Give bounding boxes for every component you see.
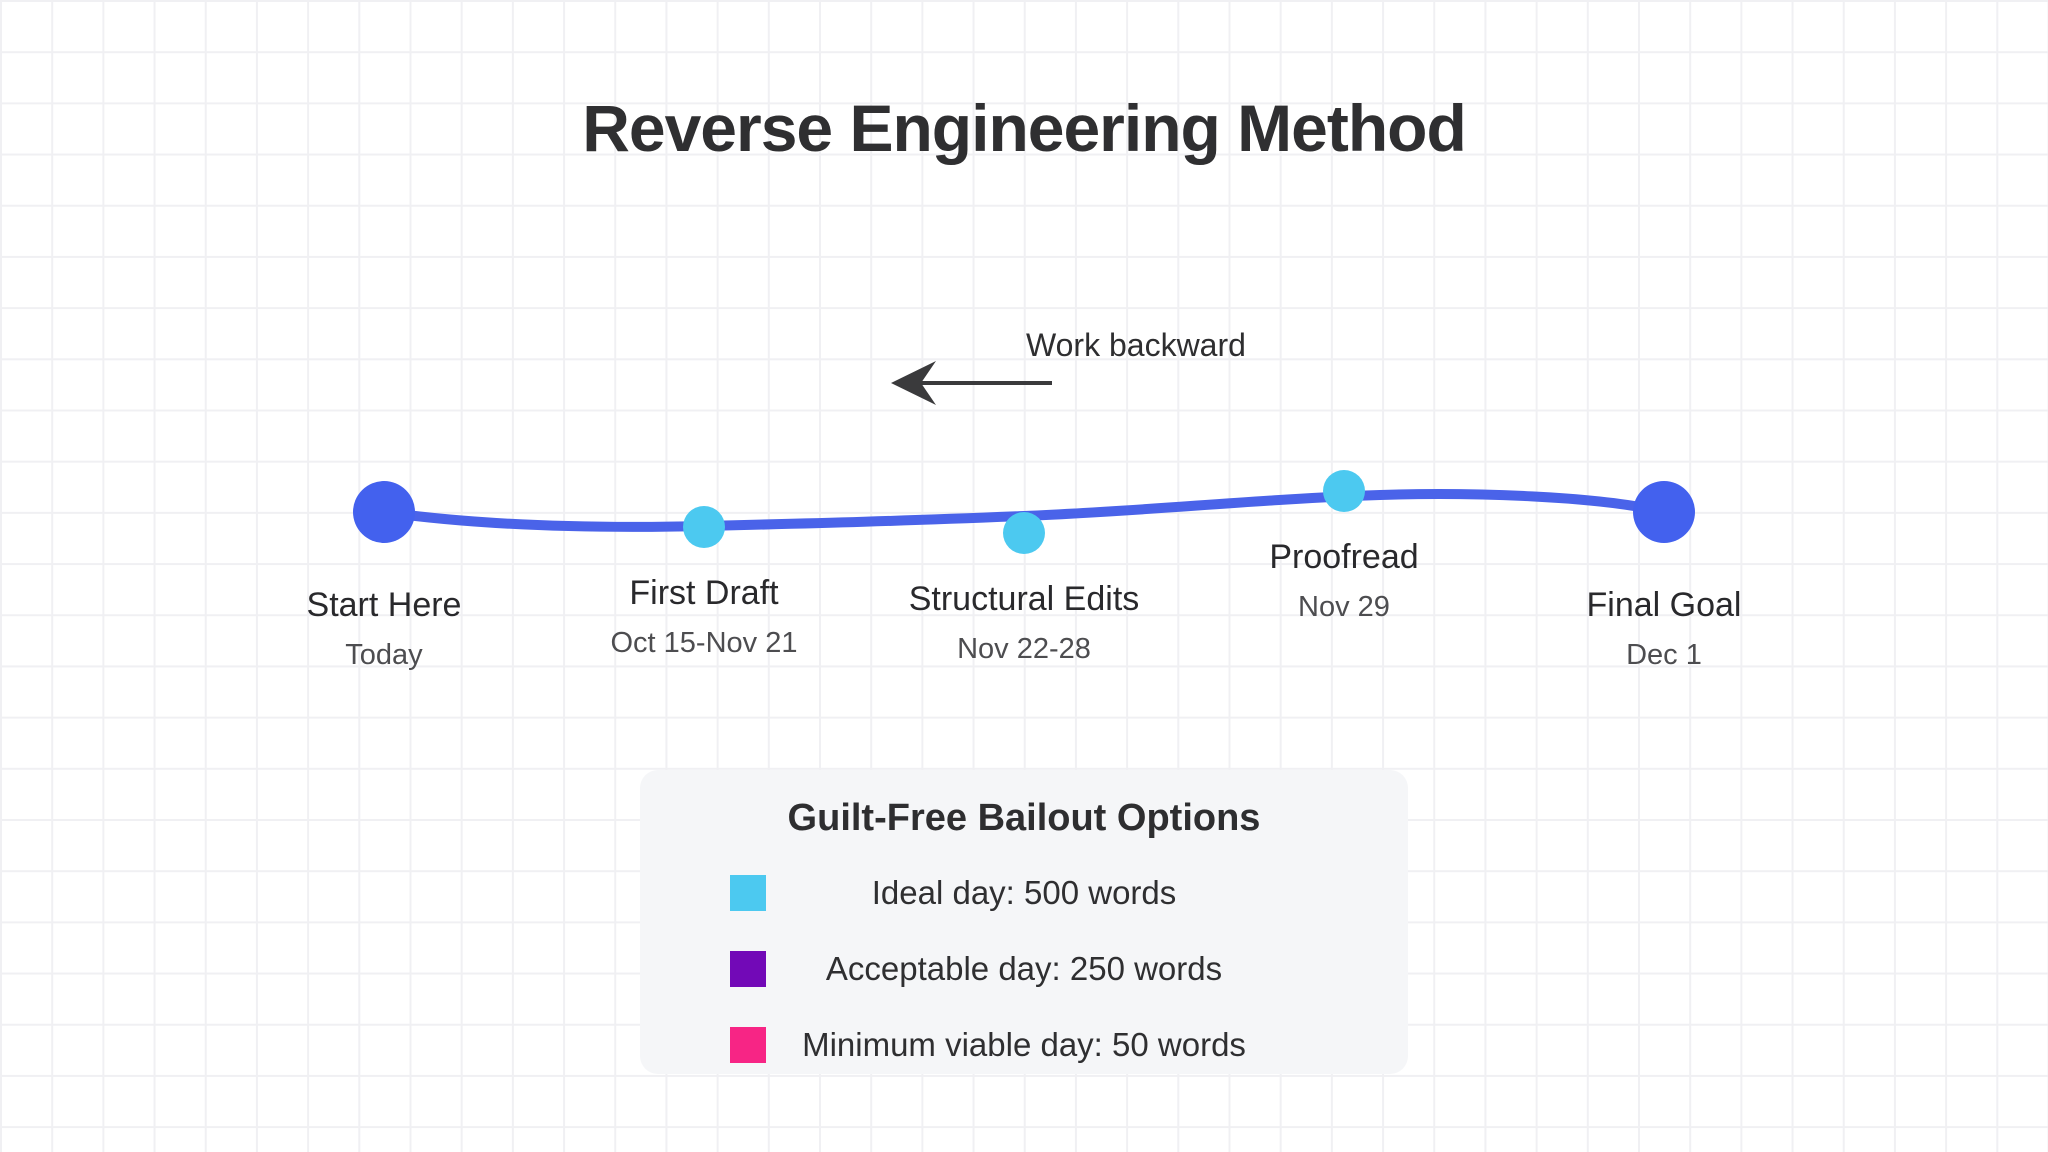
milestone-date: Nov 22-28 (957, 633, 1091, 665)
page-title: Reverse Engineering Method (582, 91, 1467, 165)
milestone-title: Start Here (306, 586, 462, 624)
milestone-date: Dec 1 (1626, 639, 1702, 671)
milestone-nodes (353, 470, 1695, 554)
milestone-title: Structural Edits (908, 580, 1140, 618)
milestone-title: Final Goal (1586, 586, 1742, 624)
milestone-date: Today (345, 639, 423, 671)
milestone-label-start-here: Start Here Today (214, 584, 554, 673)
milestone-date: Oct 15-Nov 21 (610, 627, 798, 659)
work-backward-label: Work backward (1026, 327, 1246, 363)
legend-item: Acceptable day: 250 words (640, 947, 1408, 991)
legend-title: Guilt-Free Bailout Options (787, 797, 1261, 839)
legend-swatch-icon (730, 875, 766, 911)
milestone-node-proofread (1323, 470, 1365, 512)
milestone-label-proofread: Proofread Nov 29 (1174, 536, 1514, 625)
work-backward-arrow (891, 361, 1052, 405)
legend-swatch-icon (730, 951, 766, 987)
legend-swatch-icon (730, 1027, 766, 1063)
legend-item-label: Acceptable day: 250 words (825, 950, 1223, 987)
milestone-date: Nov 29 (1298, 591, 1390, 623)
milestone-label-first-draft: First Draft Oct 15-Nov 21 (534, 572, 874, 661)
milestone-node-final-goal (1633, 481, 1695, 543)
milestone-title: First Draft (629, 574, 779, 612)
milestone-label-final-goal: Final Goal Dec 1 (1494, 584, 1834, 673)
legend-item-label: Ideal day: 500 words (871, 874, 1177, 911)
milestone-node-structural-edits (1003, 512, 1045, 554)
legend-item: Minimum viable day: 50 words (640, 1023, 1408, 1067)
milestone-node-first-draft (683, 506, 725, 548)
legend-box: Guilt-Free Bailout Options Ideal day: 50… (640, 770, 1408, 1074)
arrow-head-icon (891, 361, 936, 405)
milestone-label-structural-edits: Structural Edits Nov 22-28 (854, 578, 1194, 667)
milestone-title: Proofread (1269, 538, 1419, 576)
legend-item: Ideal day: 500 words (640, 871, 1408, 915)
legend-item-label: Minimum viable day: 50 words (802, 1026, 1246, 1063)
milestone-node-start-here (353, 481, 415, 543)
